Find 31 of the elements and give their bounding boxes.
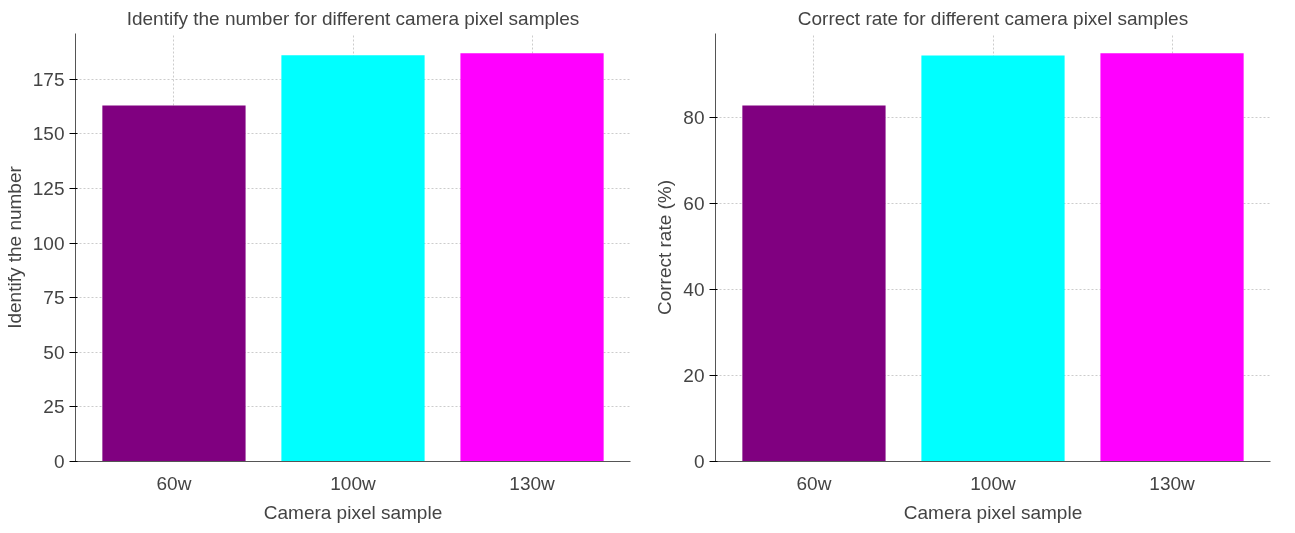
x-axis-title: Camera pixel sample: [263, 501, 443, 523]
y-tick-label: 150: [32, 123, 65, 145]
y-tick-label: 20: [683, 364, 705, 386]
y-tick-label: 40: [683, 278, 705, 300]
x-tick-label: 60w: [796, 472, 832, 494]
y-tick-label: 0: [693, 451, 705, 472]
chart-title: Correct rate for different camera pixel samples: [797, 7, 1189, 29]
y-axis-title: Correct rate (%): [654, 179, 676, 316]
y-tick-label: 0: [53, 451, 65, 472]
bar: [1100, 53, 1244, 462]
x-tick-label: 130w: [1149, 472, 1196, 494]
y-tick-label: 175: [32, 68, 65, 90]
bar: [281, 55, 425, 462]
bar: [742, 105, 886, 462]
bar: [460, 53, 604, 462]
x-tick-label: 130w: [509, 472, 556, 494]
chart-title: Identify the number for different camera pixel samples: [126, 7, 580, 29]
y-tick-label: 60: [683, 192, 705, 214]
y-tick-label: 125: [32, 178, 65, 200]
x-tick-label: 100w: [330, 472, 376, 494]
y-axis-title: Identify the number: [3, 165, 25, 329]
x-tick-label: 60w: [156, 472, 192, 494]
x-axis-title: Camera pixel sample: [903, 501, 1083, 523]
y-tick-label: 75: [43, 287, 65, 309]
y-tick-label: 80: [683, 106, 705, 128]
y-tick-label: 100: [32, 232, 65, 254]
bar: [102, 105, 246, 462]
y-tick-label: 25: [43, 396, 65, 418]
x-tick-label: 100w: [970, 472, 1016, 494]
bar: [921, 55, 1065, 462]
y-tick-label: 50: [43, 341, 65, 363]
